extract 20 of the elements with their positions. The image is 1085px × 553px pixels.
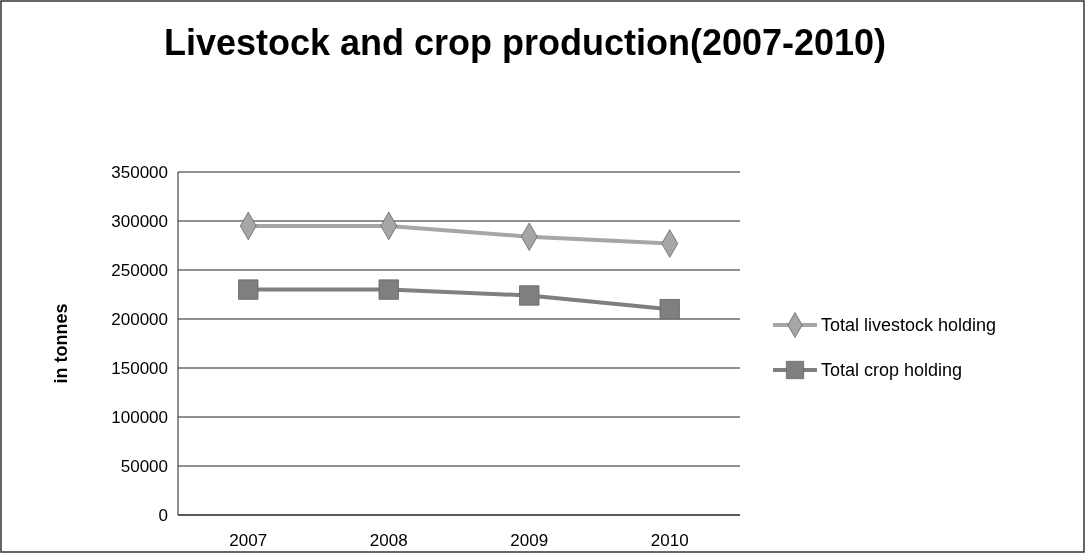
y-tick-label: 0 [158,505,168,525]
point [659,299,680,320]
legend-label: Total livestock holding [821,315,997,336]
y-tick-label: 150000 [111,358,168,378]
y-tick-label: 300000 [111,211,168,231]
x-tick-label: 2008 [369,530,408,550]
chart-title: Livestock and crop production(2007-2010) [163,22,887,63]
y-axis-title: in tonnes [51,303,71,384]
x-tick-label: 2007 [229,530,268,550]
y-tick-label: 250000 [111,260,168,280]
y-tick-label: 100000 [111,407,168,427]
point [378,279,399,300]
legend-label: Total crop holding [821,360,963,381]
point [238,279,259,300]
y-tick-label: 350000 [111,162,168,182]
point [519,285,540,306]
x-tick-label: 2009 [510,530,549,550]
y-tick-label: 200000 [111,309,168,329]
y-tick-label: 50000 [120,456,168,476]
x-tick-label: 2010 [650,530,689,550]
